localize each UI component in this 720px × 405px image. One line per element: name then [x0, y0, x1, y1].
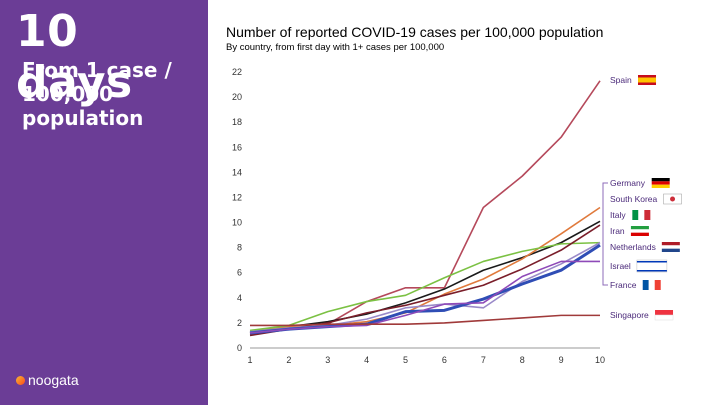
y-tick-label: 12	[232, 192, 242, 202]
x-tick-label: 4	[364, 355, 369, 365]
noogata-logo: noogata	[16, 372, 79, 388]
flag-stripe	[644, 210, 651, 220]
y-tick-label: 20	[232, 92, 242, 102]
flag-stripe	[654, 280, 661, 290]
flag-stripe	[630, 229, 649, 233]
israel-flag-icon	[636, 259, 668, 273]
south-korea-flag-icon	[663, 193, 682, 205]
series-label-spain: Spain	[610, 75, 632, 85]
series-label-israel: Israel	[610, 261, 631, 271]
y-tick-label: 22	[232, 67, 242, 77]
flag-stripe	[648, 280, 655, 290]
flag-stripe	[632, 210, 639, 220]
flag-stripe	[654, 314, 674, 321]
x-tick-label: 6	[442, 355, 447, 365]
x-tick-label: 1	[247, 355, 252, 365]
series-line-france	[249, 260, 600, 334]
y-tick-label: 16	[232, 142, 242, 152]
series-label-germany: Germany	[610, 178, 646, 188]
series-line-singapore	[250, 314, 600, 327]
series-label-south-korea: South Korea	[610, 194, 658, 204]
series-label-singapore: Singapore	[610, 310, 649, 320]
y-tick-label: 14	[232, 167, 242, 177]
chart-subtitle: By country, from first day with 1+ cases…	[226, 42, 445, 53]
x-tick-label: 5	[403, 355, 408, 365]
x-tick-label: 8	[520, 355, 525, 365]
flag-stripe	[651, 178, 670, 182]
flag-emblem	[670, 196, 676, 202]
flag-stripe	[642, 280, 649, 290]
spain-flag-icon	[638, 75, 657, 85]
iran-flag-icon	[630, 226, 649, 236]
series-line-italy	[249, 241, 601, 332]
flag-stripe	[630, 232, 649, 236]
flag-stripe	[655, 310, 674, 315]
italy-flag-icon	[632, 210, 651, 220]
flag-stripe	[636, 259, 668, 273]
label-bracket	[602, 182, 608, 286]
y-tick-label: 10	[232, 218, 242, 228]
flag-stripe	[661, 242, 680, 246]
singapore-flag-icon	[654, 310, 674, 321]
series-label-netherlands: Netherlands	[610, 242, 656, 252]
series-label-italy: Italy	[610, 210, 626, 220]
logo-text: noogata	[28, 372, 79, 388]
flag-stripe	[636, 261, 667, 263]
sidebar-panel: 10 days From 1 case / 100,000 population…	[0, 0, 208, 405]
flag-stripe	[638, 210, 645, 220]
france-flag-icon	[642, 280, 661, 290]
flag-stripe	[651, 184, 670, 188]
flag-stripe	[630, 226, 649, 230]
flag-stripe	[661, 248, 680, 252]
chart-title: Number of reported COVID-19 cases per 10…	[226, 24, 604, 40]
x-tick-label: 9	[559, 355, 564, 365]
logo-mark-icon	[16, 375, 25, 385]
x-tick-label: 10	[595, 355, 605, 365]
y-tick-label: 0	[237, 343, 242, 353]
y-tick-label: 18	[232, 117, 242, 127]
flag-stripe	[661, 245, 680, 249]
series-label-france: France	[610, 280, 637, 290]
y-tick-label: 4	[237, 293, 242, 303]
series-label-iran: Iran	[610, 226, 625, 236]
x-tick-label: 2	[286, 355, 291, 365]
netherlands-flag-icon	[661, 242, 680, 252]
x-tick-label: 7	[481, 355, 486, 365]
x-tick-label: 3	[325, 355, 330, 365]
headline-subtitle: From 1 case / 100,000 population	[22, 58, 172, 130]
flag-stripe	[638, 77, 657, 83]
germany-flag-icon	[651, 178, 670, 188]
flag-stripe	[651, 181, 670, 185]
flag-stripe	[636, 270, 667, 272]
headline-title: 10 days	[16, 6, 133, 108]
y-tick-label: 2	[237, 318, 242, 328]
y-tick-label: 8	[237, 243, 242, 253]
y-tick-label: 6	[237, 268, 242, 278]
series-line-iran	[249, 224, 601, 337]
